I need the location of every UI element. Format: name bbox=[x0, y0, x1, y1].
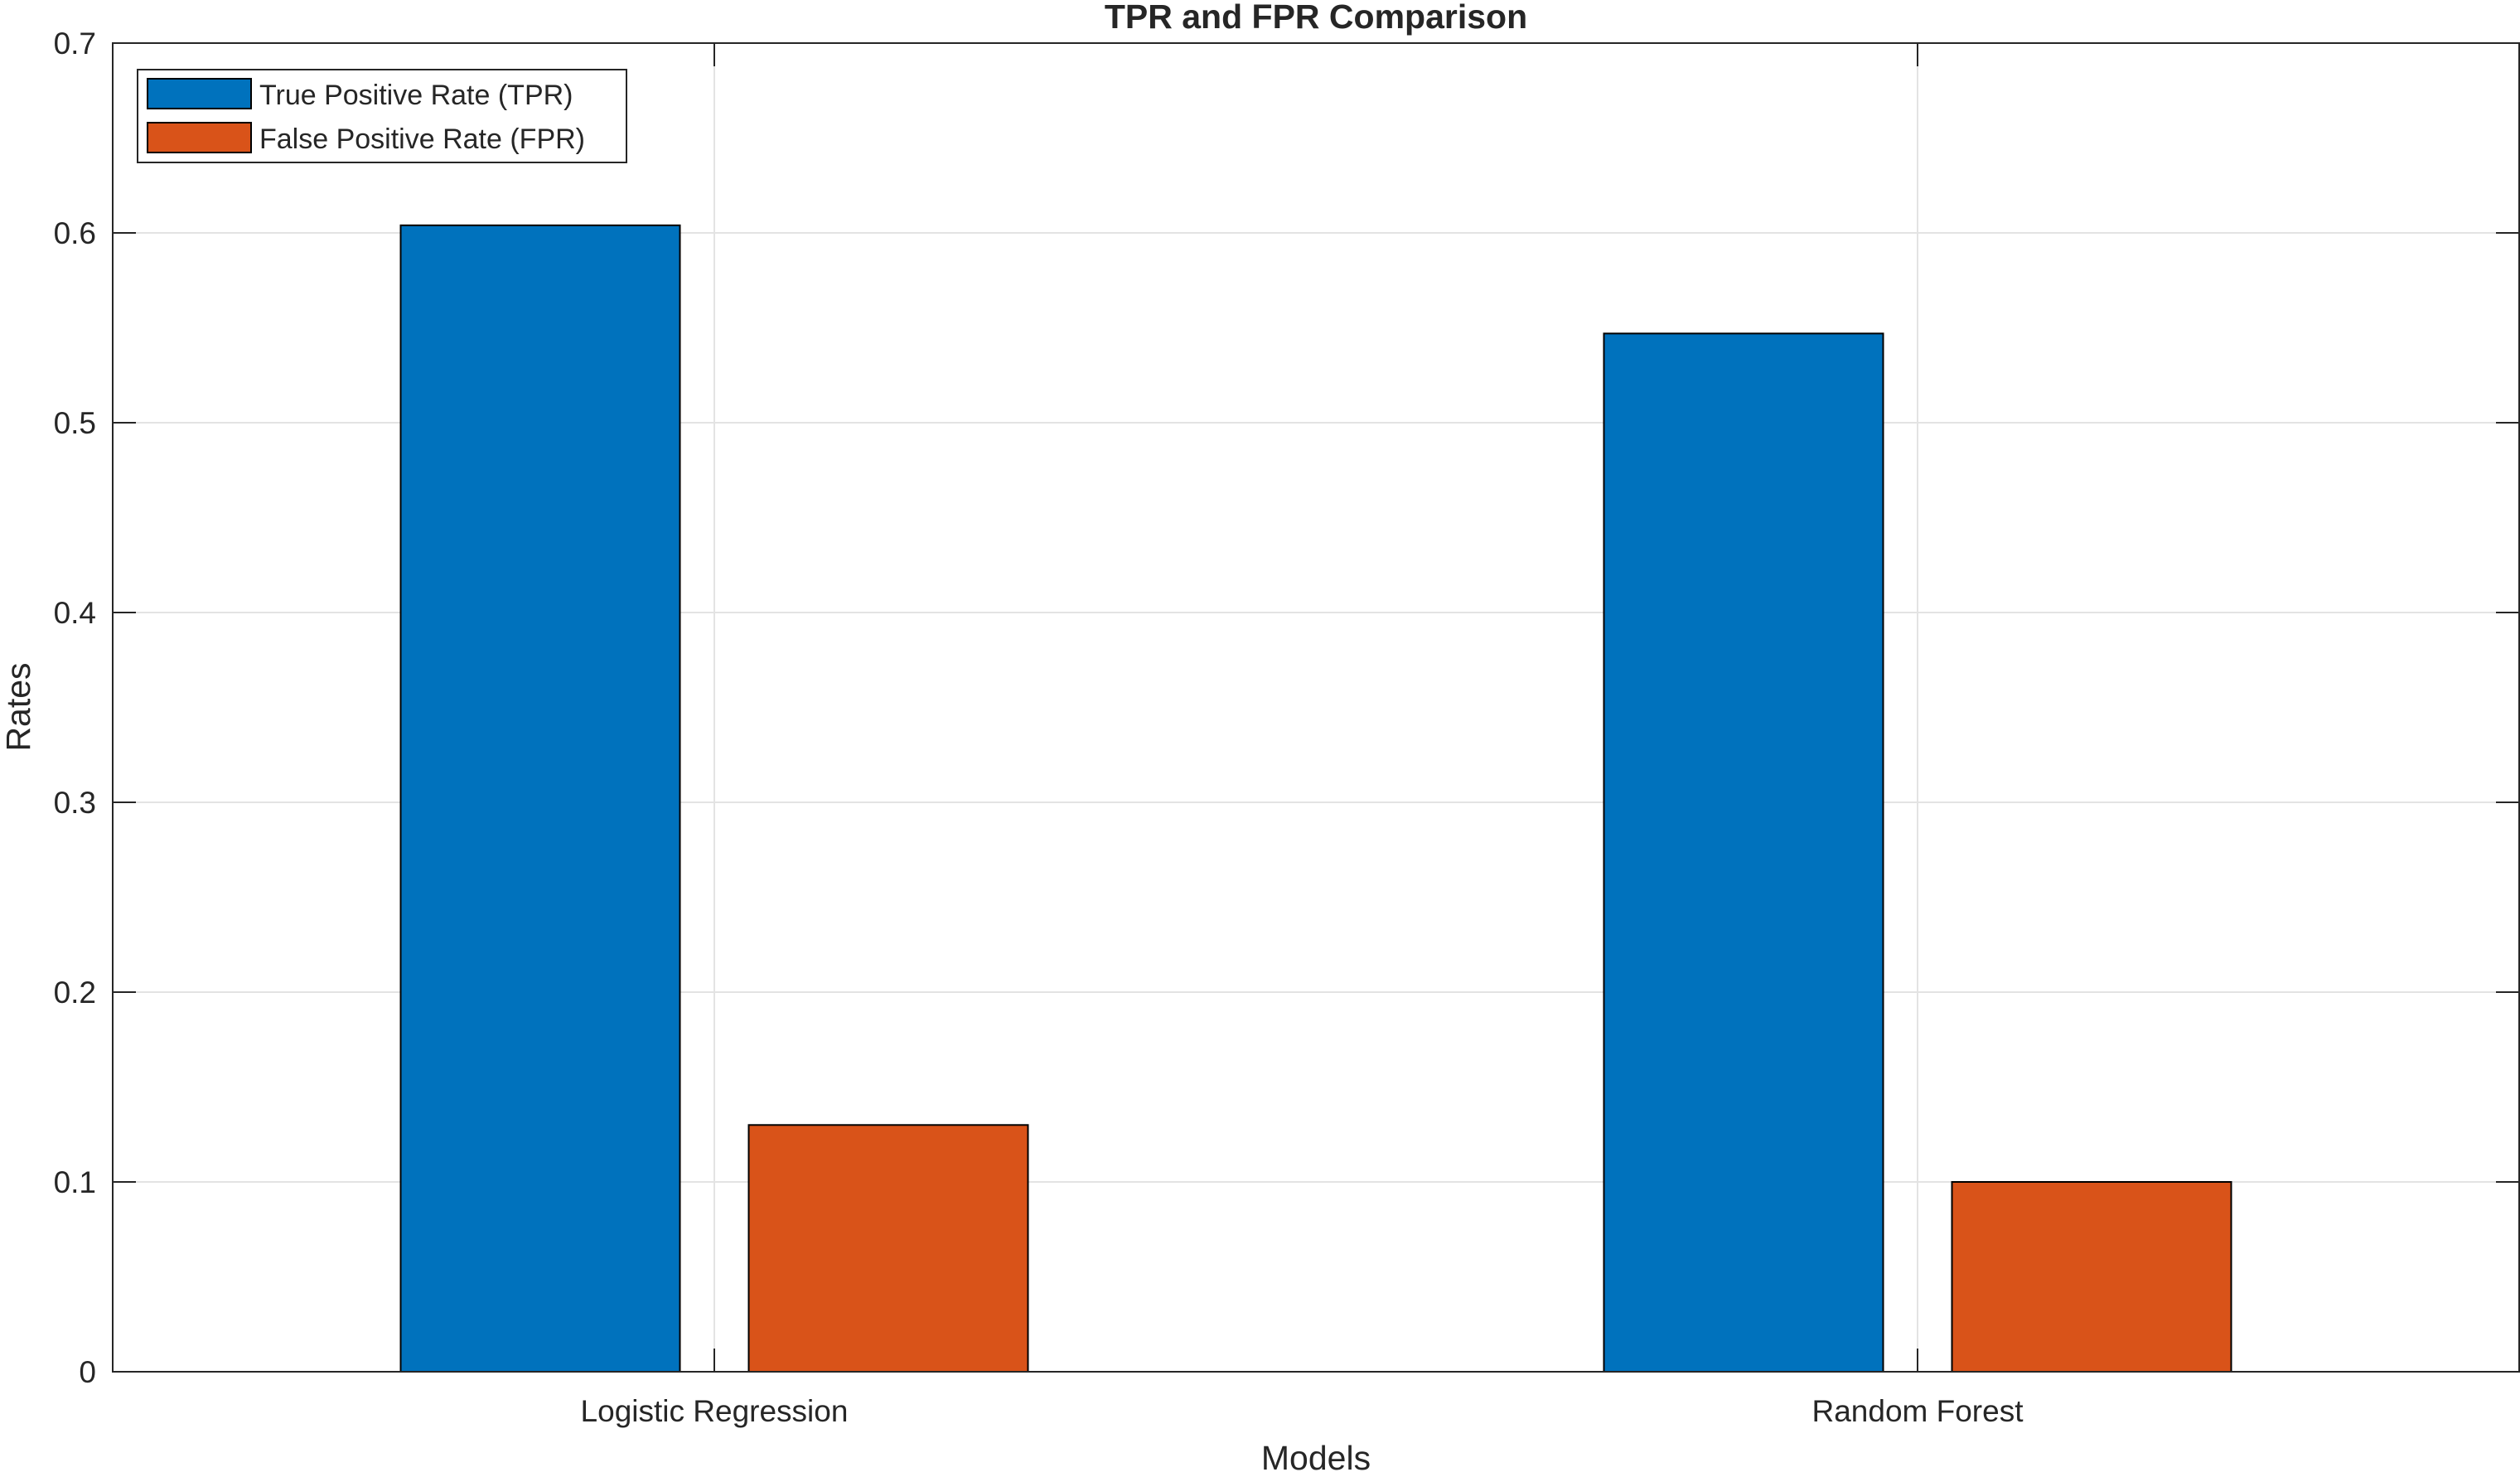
y-tick-label: 0.6 bbox=[54, 216, 96, 250]
legend-label-tpr: True Positive Rate (TPR) bbox=[259, 80, 573, 111]
axes: 0 0.1 0.2 0.3 0.4 0.5 0.6 0.7 Logistic Regressio… bbox=[54, 27, 2520, 1428]
bar-tpr-1 bbox=[1603, 332, 1884, 1373]
legend-swatch-fpr bbox=[147, 122, 252, 153]
legend-label-fpr: False Positive Rate (FPR) bbox=[259, 123, 585, 155]
bar-tpr-0 bbox=[399, 224, 681, 1373]
chart-title: TPR and FPR Comparison bbox=[1105, 0, 1527, 36]
y-axis-label: Rates bbox=[0, 662, 37, 751]
y-tick-label: 0.1 bbox=[54, 1165, 96, 1199]
y-tick-label: 0.4 bbox=[54, 596, 96, 630]
axes-box bbox=[112, 42, 2520, 1373]
bars bbox=[399, 224, 2232, 1373]
y-tick-label: 0.7 bbox=[54, 27, 96, 61]
legend: True Positive Rate (TPR) False Positive … bbox=[137, 69, 627, 163]
x-tick-label: Logistic Regression bbox=[581, 1394, 849, 1428]
y-tick-label: 0.2 bbox=[54, 976, 96, 1010]
y-tick-label: 0 bbox=[79, 1355, 96, 1389]
y-tick-label: 0.3 bbox=[54, 786, 96, 820]
y-tick-label: 0.5 bbox=[54, 406, 96, 440]
bar-fpr-1 bbox=[1951, 1181, 2232, 1373]
x-tick-label: Random Forest bbox=[1812, 1394, 2024, 1428]
legend-swatch-tpr bbox=[147, 78, 252, 109]
bar-fpr-0 bbox=[747, 1124, 1029, 1373]
x-axis-label: Models bbox=[1261, 1439, 1371, 1473]
